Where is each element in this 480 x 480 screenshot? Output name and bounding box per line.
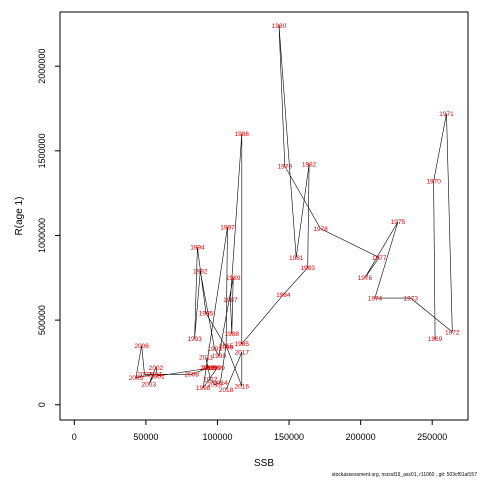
point-label-2014: 2014: [213, 380, 228, 387]
x-tick-label: 150000: [274, 432, 304, 442]
point-label-2004: 2004: [147, 372, 162, 379]
point-label-1987: 1987: [223, 297, 238, 304]
point-label-2011: 2011: [199, 355, 213, 362]
point-label-1977: 1977: [372, 255, 387, 262]
point-label-1996: 1996: [219, 345, 234, 352]
x-tick-label: 200000: [346, 432, 376, 442]
point-label-2009: 2009: [202, 365, 217, 372]
point-label-2007: 2007: [137, 372, 152, 379]
point-label-2001: 2001: [150, 373, 165, 380]
point-label-2012: 2012: [203, 377, 218, 384]
point-label-1981: 1981: [289, 255, 304, 262]
year-labels: 1969 1970 1971 1972 1973 1974 1975 1976 1977 1978…: [129, 23, 460, 394]
footer-note: stockassessment.org, nscod19_ass01, r110…: [331, 472, 477, 478]
point-label-1971: 1971: [439, 111, 454, 118]
point-label-1995: 1995: [199, 311, 214, 318]
point-label-1989: 1989: [226, 275, 241, 282]
point-label-2008: 2008: [184, 372, 199, 379]
point-label-1975: 1975: [391, 219, 406, 226]
point-label-2015: 2015: [219, 343, 234, 350]
y-axis: 0 500000 1000000 1500000 2000000: [37, 49, 60, 407]
x-axis: 0 50000 100000 150000 200000 250000: [72, 420, 447, 442]
point-label-1988: 1988: [225, 331, 240, 338]
point-label-1983: 1983: [300, 265, 315, 272]
y-axis-title: R(age 1): [14, 197, 25, 236]
point-label-1998: 1998: [196, 385, 211, 392]
y-tick-label: 1000000: [37, 218, 47, 253]
recruitment-trajectory-line: [135, 25, 453, 390]
point-label-1974: 1974: [368, 295, 383, 302]
point-label-1978: 1978: [313, 226, 328, 233]
plot-area-frame: [59, 11, 469, 421]
point-label-1985: 1985: [235, 341, 250, 348]
x-tick-label: 0: [72, 432, 77, 442]
point-label-2013: 2013: [207, 382, 222, 389]
x-tick-label: 100000: [202, 432, 232, 442]
point-label-2018: 2018: [219, 387, 234, 394]
point-label-1970: 1970: [426, 179, 441, 186]
point-label-1991: 1991: [207, 346, 222, 353]
point-label-1972: 1972: [445, 329, 460, 336]
point-label-1969: 1969: [428, 336, 443, 343]
point-label-1999: 1999: [210, 365, 225, 372]
point-label-1976: 1976: [358, 275, 373, 282]
x-tick-label: 250000: [417, 432, 447, 442]
point-label-2016: 2016: [235, 383, 250, 390]
point-label-2005: 2005: [129, 375, 144, 382]
point-label-1980: 1980: [272, 23, 287, 30]
x-tick-label: 50000: [133, 432, 158, 442]
point-label-1994: 1994: [190, 245, 205, 252]
point-label-2000: 2000: [206, 365, 221, 372]
point-label-1973: 1973: [404, 295, 419, 302]
y-tick-label: 1500000: [37, 133, 47, 168]
point-label-1992: 1992: [193, 268, 208, 275]
point-label-2017: 2017: [235, 350, 250, 357]
point-label-1990: 1990: [212, 353, 227, 360]
point-label-2006: 2006: [134, 343, 149, 350]
point-label-1979: 1979: [278, 163, 293, 170]
point-label-2010: 2010: [200, 365, 215, 372]
point-label-1984: 1984: [276, 292, 291, 299]
point-label-2002: 2002: [149, 365, 164, 372]
point-label-2003: 2003: [142, 382, 157, 389]
point-label-1997: 1997: [220, 224, 235, 231]
y-tick-label: 2000000: [37, 49, 47, 84]
y-tick-label: 500000: [37, 305, 47, 335]
point-label-1982: 1982: [302, 162, 317, 169]
point-label-1993: 1993: [187, 336, 202, 343]
y-tick-label: 0: [37, 402, 47, 407]
point-label-1986: 1986: [235, 131, 250, 138]
x-axis-title: SSB: [254, 458, 274, 469]
